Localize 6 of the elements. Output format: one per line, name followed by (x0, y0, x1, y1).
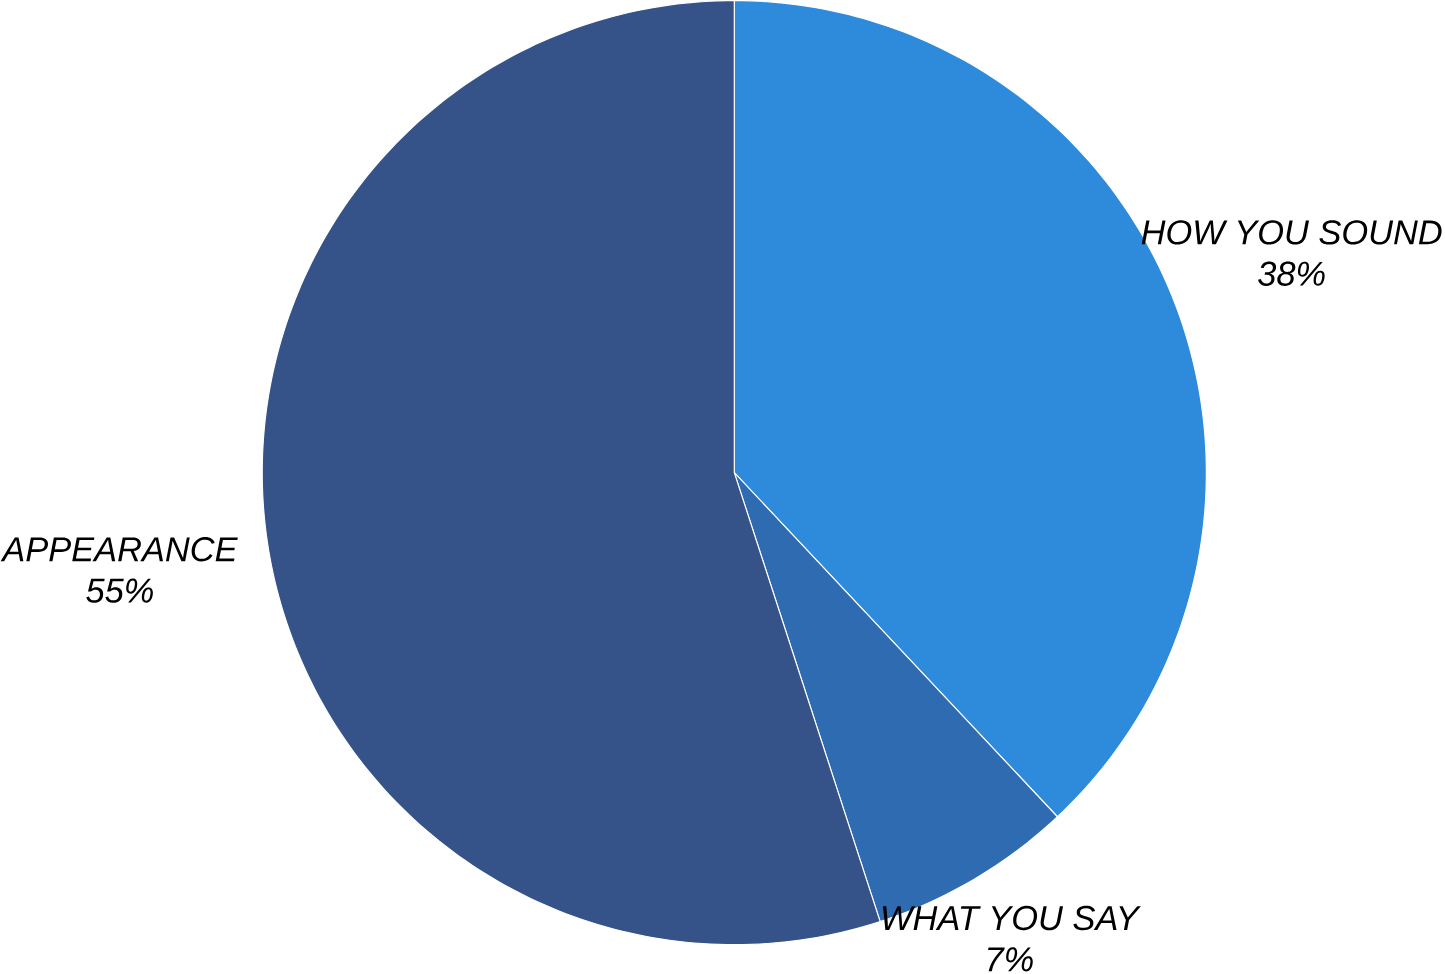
slice-label: WHAT YOU SAY (882, 906, 1141, 931)
slice-label: HOW YOU SOUND (1141, 220, 1442, 245)
data-label: 7% (988, 947, 1033, 972)
data-label: 38% (1258, 261, 1325, 287)
slice-label: APPEARANCE (0, 537, 238, 562)
data-label: 55% (86, 578, 153, 603)
